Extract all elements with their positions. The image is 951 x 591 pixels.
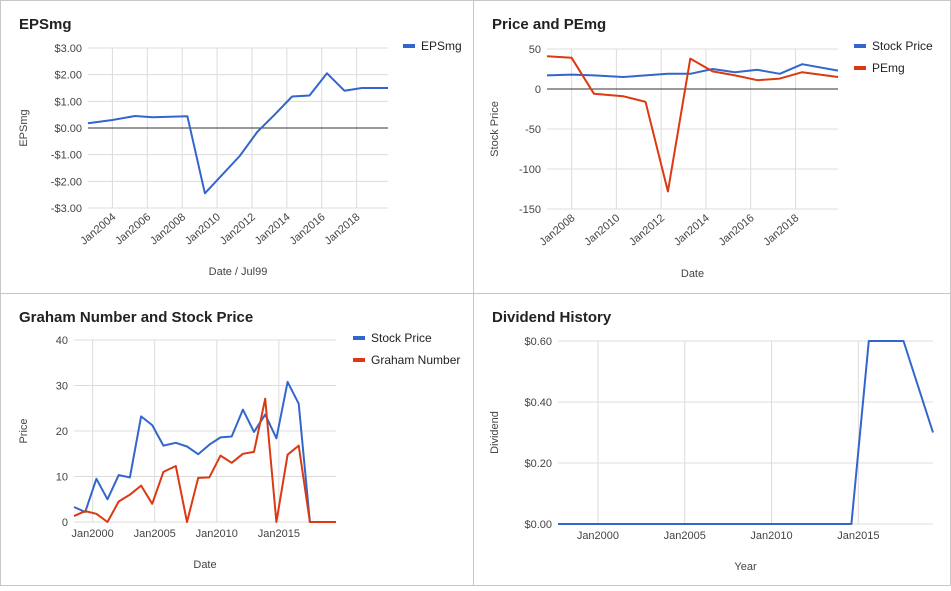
y-tick-label: $2.00 (54, 70, 82, 82)
y-tick-label: $0.40 (524, 397, 552, 409)
y-tick-label: $1.00 (54, 96, 82, 108)
y-tick-label: 50 (529, 44, 541, 56)
legend-label: Graham Number (371, 353, 460, 367)
y-tick-label: -$1.00 (51, 150, 82, 162)
x-tick-label: Jan2004 (78, 211, 118, 247)
x-axis-title: Year (734, 561, 757, 573)
dividend-chart-panel: Dividend History $0.60 $0.40 $0.20 $0.00 Jan2… (473, 293, 951, 586)
legend-label: Stock Price (872, 39, 933, 53)
series-line-graham-number (73, 397, 336, 523)
series-line-pemg (546, 55, 839, 193)
graham-chart: Graham Number and Stock Price 40 30 20 10 0 Ja… (18, 309, 460, 571)
x-tick-label: Jan2008 (537, 212, 577, 248)
y-tick-label: 40 (56, 335, 68, 347)
dividend-chart: Dividend History $0.60 $0.40 $0.20 $0.00 Jan2… (489, 309, 934, 573)
chart-title: Graham Number and Stock Price (19, 309, 253, 326)
x-tick-label: Jan2010 (183, 211, 223, 247)
y-tick-label: -100 (519, 164, 541, 176)
x-tick-label: Jan2010 (196, 528, 238, 540)
x-tick-label: Jan2018 (761, 212, 801, 248)
x-axis-title: Date (681, 268, 704, 280)
legend-swatch (353, 336, 365, 340)
series-line-dividend (558, 340, 934, 525)
y-axis-title: EPSmg (18, 109, 30, 146)
y-axis-title: Stock Price (489, 101, 501, 157)
y-tick-label: -$2.00 (51, 176, 82, 188)
x-tick-label: Jan2012 (218, 211, 258, 247)
y-tick-label: -150 (519, 204, 541, 216)
y-tick-label: 20 (56, 426, 68, 438)
legend-label: EPSmg (421, 39, 462, 53)
series-line-epsmg (87, 72, 388, 195)
graham-chart-panel: Graham Number and Stock Price 40 30 20 10 0 Ja… (0, 293, 474, 586)
y-tick-label: $0.00 (54, 123, 82, 135)
y-tick-label: 10 (56, 472, 68, 484)
x-tick-label: Jan2005 (134, 528, 176, 540)
series-line-stock-price (73, 380, 336, 523)
y-tick-label: 0 (62, 517, 68, 529)
y-axis-title: Price (18, 418, 30, 443)
y-tick-label: 0 (535, 84, 541, 96)
series-line-stock-price (546, 63, 839, 78)
y-tick-label: -$3.00 (51, 203, 82, 215)
x-tick-label: Jan2010 (750, 530, 792, 542)
legend-label: Stock Price (371, 331, 432, 345)
x-axis-title: Date (193, 559, 216, 571)
y-tick-label: 30 (56, 381, 68, 393)
price-pe-chart-panel: Price and PEmg 50 0 -50 -100 -150 Jan2008 Jan20… (473, 0, 951, 294)
x-tick-label: Jan2012 (627, 212, 667, 248)
legend-swatch (353, 358, 365, 362)
x-tick-label: Jan2016 (288, 211, 328, 247)
x-tick-label: Jan2015 (837, 530, 879, 542)
x-tick-label: Jan2015 (258, 528, 300, 540)
x-tick-label: Jan2014 (672, 212, 712, 248)
x-tick-label: Jan2005 (664, 530, 706, 542)
eps-chart: EPSmg $3.00 $2.00 $1.00 $0.00 -$1.00 -$2.00 -$3… (18, 16, 462, 278)
eps-chart-panel: EPSmg $3.00 $2.00 $1.00 $0.00 -$1.00 -$2.00 -$3… (0, 0, 474, 294)
y-tick-label: $0.60 (524, 336, 552, 348)
x-axis-title: Date / Jul99 (209, 266, 268, 278)
legend-swatch (854, 44, 866, 48)
y-tick-label: $3.00 (54, 43, 82, 55)
y-axis-title: Dividend (489, 411, 501, 454)
legend-swatch (854, 66, 866, 70)
x-tick-label: Jan2018 (322, 211, 362, 247)
x-tick-label: Jan2016 (717, 212, 757, 248)
x-tick-label: Jan2006 (113, 211, 153, 247)
chart-title: Price and PEmg (492, 16, 606, 33)
chart-title: Dividend History (492, 309, 612, 326)
y-tick-label: $0.20 (524, 458, 552, 470)
y-tick-label: $0.00 (524, 519, 552, 531)
x-tick-label: Jan2010 (582, 212, 622, 248)
x-tick-label: Jan2000 (72, 528, 114, 540)
x-tick-label: Jan2008 (148, 211, 188, 247)
chart-title: EPSmg (19, 16, 72, 33)
y-tick-label: -50 (525, 124, 541, 136)
x-tick-label: Jan2000 (577, 530, 619, 542)
legend-label: PEmg (872, 61, 905, 75)
legend-swatch (403, 44, 415, 48)
x-tick-label: Jan2014 (253, 211, 293, 247)
